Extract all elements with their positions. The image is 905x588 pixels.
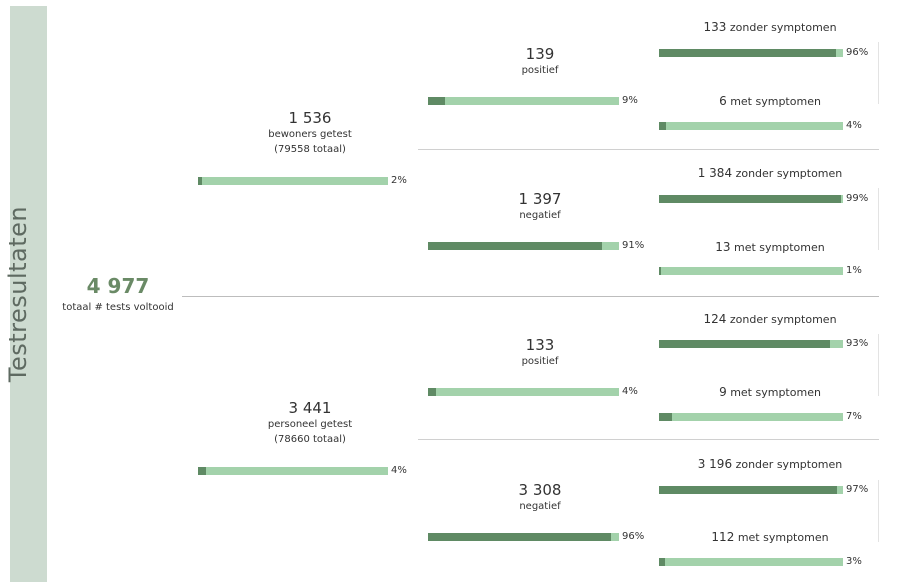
bar-track [659,413,843,421]
symptom-row: 112 met symptomen [660,530,880,544]
bar-track [428,242,619,250]
bar-track [428,388,619,396]
bar-track [198,467,388,475]
bar-percent-label: 97% [846,484,869,495]
bar-percent-label: 96% [622,531,645,542]
bar-percent-label: 96% [846,47,869,58]
symptom-row: 13 met symptomen [660,240,880,254]
bar-track [659,195,843,203]
bar-track [659,558,843,566]
symptom-row: 9 met symptomen [660,385,880,399]
bar-fill [659,558,665,566]
total-tests-value: 4 977 [86,274,150,298]
symptom-value: 112 [711,530,735,544]
bar-track [198,177,388,185]
symptom-label: met symptomen [730,95,821,108]
bar-fill [659,413,672,421]
bar-fill [659,267,661,275]
bar-fill [659,195,842,203]
symptom-label: zonder symptomen [729,313,837,326]
bar-percent-label: 93% [846,338,869,349]
symptom-row: 124 zonder symptomen [660,312,880,326]
main-divider [182,296,879,297]
symptom-value: 6 [719,94,727,108]
column-edge [878,334,879,396]
bar-track [659,340,843,348]
symptom-label: met symptomen [737,531,829,544]
bar-percent-label: 99% [846,193,869,204]
bar-fill [659,49,836,57]
symptom-row: 6 met symptomen [660,94,880,108]
bar-fill [659,340,831,348]
result-label: negatief [519,210,561,221]
symptom-label: zonder symptomen [729,21,837,34]
symptom-row: 1 384 zonder symptomen [660,166,880,180]
bar-track [659,49,843,57]
group-value: 3 441 [288,399,332,417]
sub-divider [418,149,879,150]
bar-percent-label: 4% [391,465,407,476]
symptom-label: met symptomen [734,241,825,254]
bar-fill [198,177,202,185]
bar-track [659,122,843,130]
bar-percent-label: 1% [846,265,862,276]
column-edge [878,42,879,104]
symptom-value: 9 [719,385,727,399]
symptom-value: 124 [703,312,727,326]
result-node: 133 positief [430,336,650,369]
bar-percent-label: 7% [846,411,862,422]
symptom-row: 133 zonder symptomen [660,20,880,34]
group-value: 1 536 [288,109,332,127]
bar-percent-label: 91% [622,240,645,251]
group-label: personeel getest [267,419,353,430]
bar-track [428,97,619,105]
symptom-value: 1 384 [697,166,733,180]
group-node: 3 441 personeel getest (78660 totaal) [200,399,420,447]
column-edge [878,188,879,250]
result-label: positief [521,65,559,76]
bar-track [428,533,619,541]
symptom-value: 133 [703,20,727,34]
bar-percent-label: 2% [391,175,407,186]
group-node: 1 536 bewoners getest (79558 totaal) [200,109,420,157]
bar-fill [659,122,667,130]
sidebar-panel [10,6,47,582]
bar-percent-label: 3% [846,556,862,567]
bar-fill [428,97,446,105]
bar-fill [428,242,602,250]
symptom-row: 3 196 zonder symptomen [660,457,880,471]
symptom-label: met symptomen [730,386,821,399]
bar-percent-label: 9% [622,95,638,106]
symptom-label: zonder symptomen [735,167,843,180]
bar-fill [428,533,612,541]
result-value: 139 [525,45,555,63]
symptom-value: 13 [715,240,731,254]
result-value: 133 [525,336,555,354]
bar-fill [659,486,838,494]
result-node: 3 308 negatief [430,481,650,514]
bar-track [659,267,843,275]
result-label: negatief [519,501,561,512]
result-value: 3 308 [518,481,562,499]
symptom-value: 3 196 [697,457,733,471]
bar-track [659,486,843,494]
bar-fill [428,388,436,396]
group-sublabel: (78660 totaal) [274,434,346,445]
page-title: Testresultaten [4,205,32,383]
symptom-label: zonder symptomen [735,458,843,471]
result-node: 1 397 negatief [430,190,650,223]
bar-percent-label: 4% [846,120,862,131]
bar-fill [198,467,206,475]
sub-divider [418,439,879,440]
bar-percent-label: 4% [622,386,638,397]
result-node: 139 positief [430,45,650,78]
group-label: bewoners getest [268,129,352,140]
result-label: positief [521,356,559,367]
group-sublabel: (79558 totaal) [274,144,346,155]
column-edge [878,480,879,542]
total-tests-label: totaal # tests voltooid [62,302,174,313]
result-value: 1 397 [518,190,562,208]
